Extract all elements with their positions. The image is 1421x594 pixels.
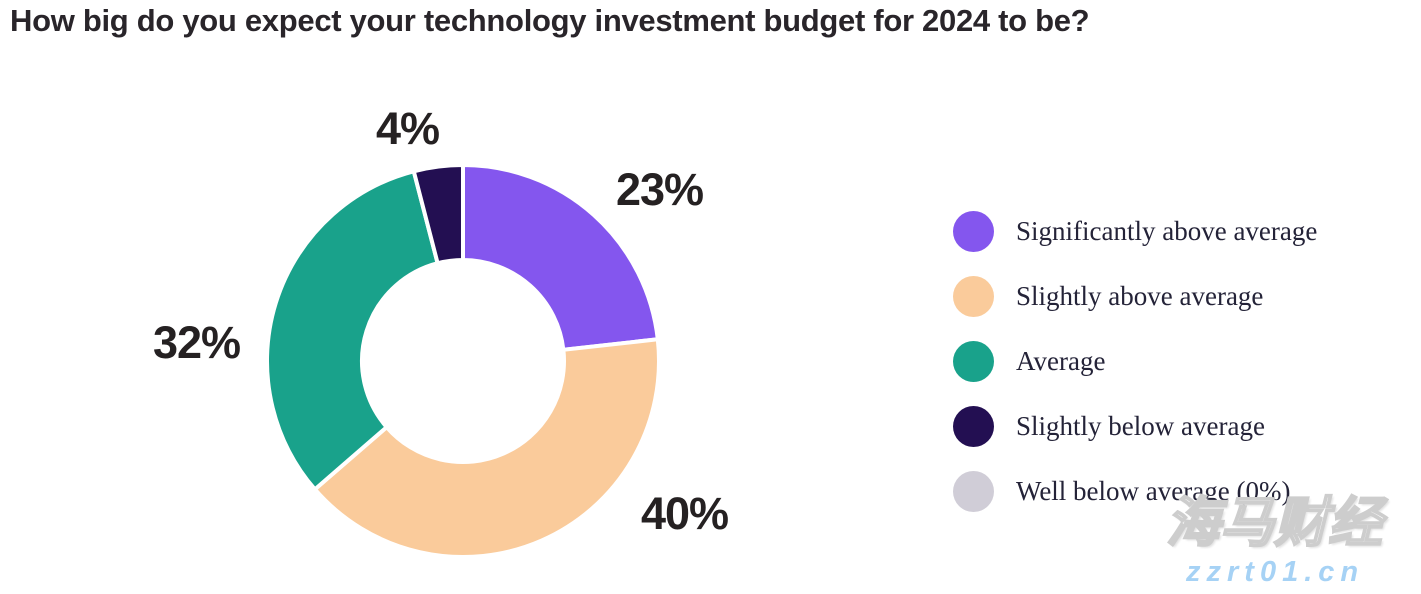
slice-value-label-slightly-below-average: 4% [376,103,440,154]
legend-item: Slightly below average [953,394,1317,459]
legend-item: Average [953,329,1317,394]
legend-item-label: Well below average (0%) [1016,476,1291,506]
legend-swatch-icon [953,211,994,252]
pie-slice-significantly-above-average [461,162,661,353]
legend-swatch-icon [953,276,994,317]
slice-value-label-slightly-above-average: 40% [641,488,729,539]
legend-item: Well below average (0%) [953,459,1317,524]
pie-slice-average [265,168,441,493]
legend-item-label: Slightly below average [1016,411,1265,441]
legend-item-label: Significantly above average [1016,216,1318,246]
chart-title: How big do you expect your technology in… [10,3,1090,38]
pie-slice-slightly-above-average [312,337,661,559]
watermark-brand-text: 海马财经 [1165,493,1383,553]
legend: Significantly above average Slightly abov… [953,199,1317,524]
pie-slice-slightly-below-average [411,162,465,266]
legend-item: Slightly above average [953,264,1317,329]
legend-item-label: Average [1016,346,1106,376]
slice-value-label-significantly-above-average: 23% [616,164,704,215]
slice-value-label-average: 32% [153,317,241,368]
watermark-url-text: zzrt01.cn [1186,556,1365,588]
legend-swatch-icon [953,406,994,447]
legend-item: Significantly above average [953,199,1317,264]
legend-swatch-icon [953,341,994,382]
legend-item-label: Slightly above average [1016,281,1264,311]
legend-swatch-icon [953,471,994,512]
